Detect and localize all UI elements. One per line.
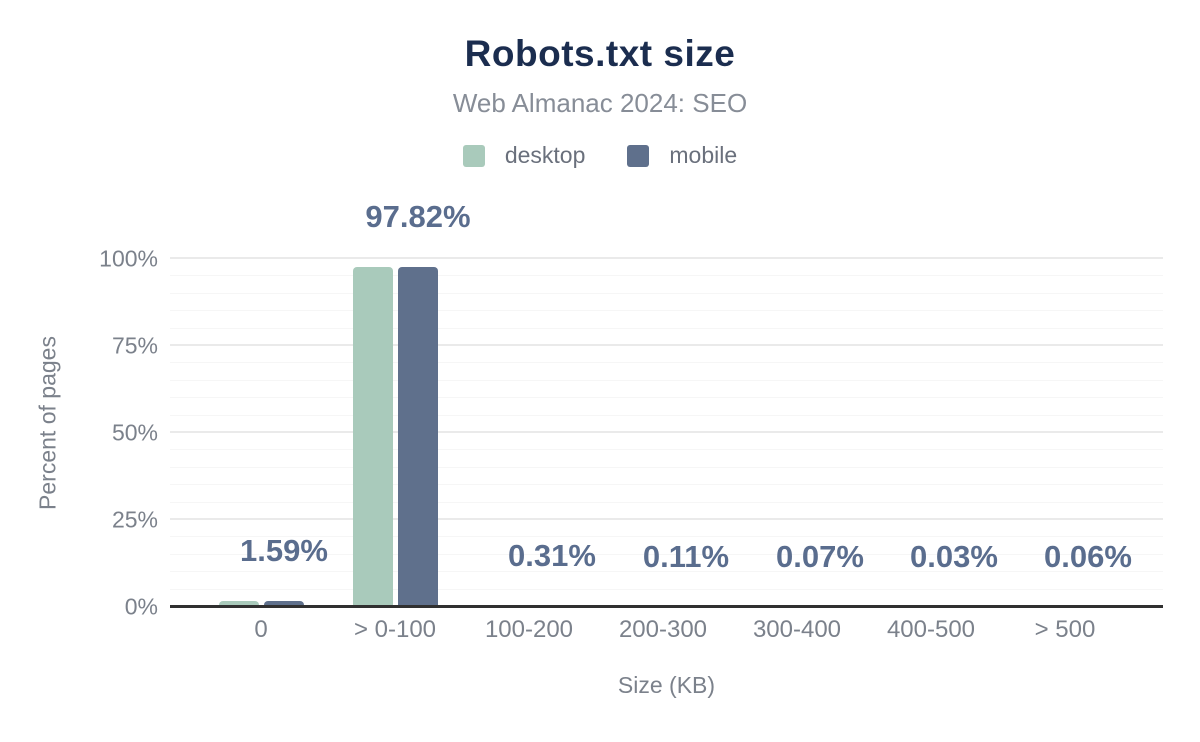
x-tick-label: 0: [254, 616, 268, 643]
gridline: [170, 518, 1163, 520]
chart-title: Robots.txt size: [464, 33, 736, 74]
x-tick-label: 300-400: [752, 616, 842, 643]
y-axis-tick-labels: 0% 25% 50% 75% 100%: [0, 247, 158, 618]
x-tick-label: > 500: [1034, 616, 1096, 643]
data-labels-layer: 1.59% 97.82% 0.31% 0.11% 0.07% 0.03% 0.06%: [194, 199, 1132, 607]
y-tick-label: 75%: [111, 332, 158, 359]
x-tick-label: 100-200: [484, 616, 574, 643]
gridline: [170, 344, 1163, 346]
gridline: [170, 362, 1163, 364]
plot-area: 1.59% 97.82% 0.31% 0.11% 0.07% 0.03% 0.06%: [170, 199, 1163, 608]
y-tick-label: 50%: [111, 419, 158, 446]
data-label: 1.59%: [240, 533, 328, 569]
legend-label-desktop: desktop: [504, 142, 586, 168]
data-label: 0.06%: [1044, 538, 1132, 574]
gridline: [170, 466, 1163, 468]
x-axis-line: [170, 605, 1163, 608]
gridline: [170, 275, 1163, 277]
gridline: [170, 414, 1163, 416]
x-tick-label: > 0-100: [353, 616, 437, 643]
legend-label-mobile: mobile: [669, 142, 738, 168]
y-tick-label: 0%: [124, 593, 158, 620]
gridline: [170, 501, 1163, 503]
bar-group: [194, 259, 328, 607]
bar-desktop: [218, 601, 259, 607]
data-label: 0.07%: [776, 538, 864, 574]
chart-subtitle: Web Almanac 2024: SEO: [452, 88, 748, 118]
y-tick-label: 100%: [99, 245, 158, 272]
x-tick-label: 200-300: [618, 616, 708, 643]
legend-item-mobile[interactable]: mobile: [627, 142, 737, 169]
gridline: [170, 327, 1163, 329]
gridline: [170, 536, 1163, 538]
gridline: [170, 553, 1163, 555]
gridline: [170, 292, 1163, 294]
bar-desktop: [352, 266, 393, 607]
bars-layer: [194, 259, 1132, 607]
desktop-legend-swatch-icon: [462, 144, 485, 167]
mobile-legend-swatch-icon: [627, 144, 650, 167]
gridline: [170, 449, 1163, 451]
bar-mobile: [397, 266, 438, 607]
gridline: [170, 257, 1163, 259]
x-axis-title: Size (KB): [617, 672, 716, 698]
gridline: [170, 379, 1163, 381]
gridline: [170, 588, 1163, 590]
bar-mobile: [263, 601, 304, 607]
gridline: [170, 431, 1163, 433]
y-tick-label: 25%: [111, 506, 158, 533]
data-label: 0.03%: [910, 538, 998, 574]
gridline: [170, 397, 1163, 399]
x-axis-tick-labels: 0 > 0-100 100-200 200-300 300-400 400-500 > 50…: [170, 616, 1163, 646]
legend: desktop mobile: [0, 142, 1200, 169]
x-tick-label: 400-500: [886, 616, 976, 643]
legend-item-desktop[interactable]: desktop: [462, 142, 586, 169]
gridline: [170, 571, 1163, 573]
data-label: 0.31%: [508, 537, 596, 573]
gridline: [170, 484, 1163, 486]
gridline: [170, 310, 1163, 312]
data-label: 0.11%: [642, 538, 730, 574]
bar-group: [328, 259, 462, 607]
data-label: 97.82%: [365, 198, 471, 234]
